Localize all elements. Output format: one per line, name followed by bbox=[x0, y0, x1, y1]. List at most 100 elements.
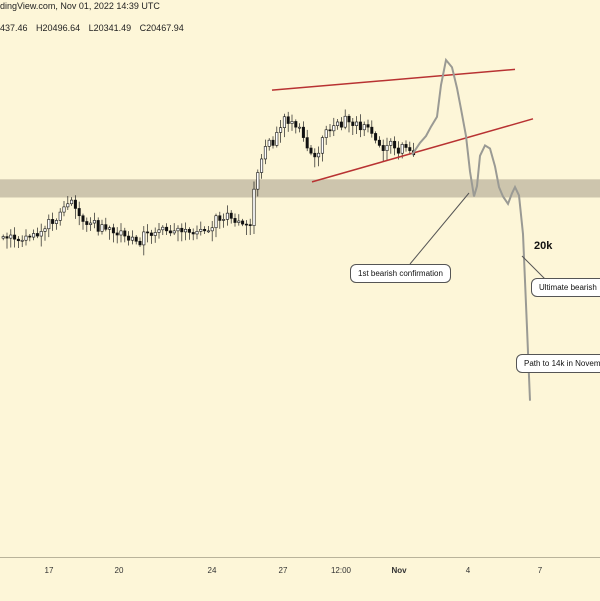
candle bbox=[62, 206, 66, 213]
candle bbox=[47, 219, 51, 230]
candle bbox=[134, 236, 138, 242]
candle bbox=[385, 145, 389, 151]
candle bbox=[313, 152, 317, 158]
candle bbox=[317, 152, 321, 158]
candle bbox=[58, 211, 62, 221]
chart-header: dingView.com, Nov 01, 2022 14:39 UTC 437… bbox=[0, 0, 600, 36]
x-tick-label: 24 bbox=[207, 566, 217, 575]
candle bbox=[237, 220, 241, 223]
candle bbox=[81, 215, 85, 222]
low-value: L20341.49 bbox=[88, 23, 132, 33]
candle bbox=[400, 144, 404, 154]
candle bbox=[256, 172, 260, 190]
candle bbox=[332, 125, 336, 132]
candle bbox=[275, 132, 279, 146]
candle bbox=[138, 240, 142, 246]
candle bbox=[123, 230, 127, 237]
wedge-upper-trendline[interactable] bbox=[271, 68, 516, 91]
candle bbox=[96, 220, 100, 232]
candle bbox=[347, 115, 351, 123]
candle bbox=[225, 212, 229, 220]
x-tick-label: 12:00 bbox=[330, 566, 352, 575]
candle bbox=[244, 223, 248, 226]
candle bbox=[130, 236, 134, 241]
candle bbox=[77, 208, 81, 217]
candle bbox=[146, 231, 150, 234]
candle bbox=[305, 137, 309, 149]
candle bbox=[290, 121, 294, 124]
candle bbox=[298, 126, 302, 129]
candle bbox=[206, 230, 210, 233]
callout-path-to-14k[interactable]: Path to 14k in Novem bbox=[516, 354, 600, 373]
candle bbox=[184, 228, 188, 233]
candle bbox=[149, 232, 153, 236]
candle bbox=[229, 212, 233, 219]
candle bbox=[377, 139, 381, 146]
candle bbox=[199, 228, 203, 232]
ohlc-readout: 437.46 H20496.64 L20341.49 C20467.94 bbox=[0, 22, 190, 34]
candle bbox=[210, 227, 214, 232]
wedge-lower-trendline[interactable] bbox=[311, 118, 534, 183]
candle bbox=[89, 222, 93, 225]
x-tick-label: 27 bbox=[278, 566, 288, 575]
open-value: 437.46 bbox=[0, 23, 28, 33]
candle bbox=[180, 227, 184, 233]
candle bbox=[286, 116, 290, 124]
candle bbox=[267, 139, 271, 147]
candle bbox=[222, 219, 226, 221]
candle bbox=[142, 231, 146, 246]
candle bbox=[404, 144, 408, 148]
candle bbox=[9, 234, 13, 239]
callout-ultimate-bearish[interactable]: Ultimate bearish bbox=[531, 278, 600, 297]
candle bbox=[73, 199, 77, 209]
candle bbox=[271, 139, 275, 146]
candle bbox=[374, 133, 378, 141]
candle bbox=[66, 203, 70, 208]
x-tick-label: 20 bbox=[114, 566, 124, 575]
candle bbox=[35, 233, 39, 237]
callout-pointer-2 bbox=[521, 255, 546, 280]
candle bbox=[294, 121, 298, 128]
candle bbox=[218, 215, 222, 221]
candle bbox=[233, 218, 237, 223]
candle bbox=[187, 228, 191, 233]
candle bbox=[172, 230, 176, 234]
candle bbox=[309, 147, 313, 154]
candle bbox=[343, 115, 347, 128]
candle bbox=[153, 232, 157, 236]
candle bbox=[39, 231, 43, 237]
candle bbox=[115, 232, 119, 236]
candle bbox=[43, 228, 47, 232]
candle bbox=[104, 224, 108, 230]
candle bbox=[260, 158, 264, 173]
candle bbox=[358, 121, 362, 131]
candle bbox=[279, 127, 283, 133]
candle bbox=[161, 226, 165, 231]
candle bbox=[157, 229, 161, 233]
candle bbox=[362, 124, 366, 131]
candles-group bbox=[1, 109, 416, 256]
x-axis: 17 20 24 27 12:00 Nov 4 7 bbox=[0, 557, 600, 601]
candle bbox=[324, 129, 328, 138]
candle bbox=[252, 188, 256, 226]
candle bbox=[301, 126, 305, 138]
candle bbox=[100, 224, 104, 232]
candle bbox=[282, 116, 286, 128]
candle bbox=[191, 232, 195, 235]
candle bbox=[370, 126, 374, 134]
candle bbox=[389, 140, 393, 146]
price-chart[interactable] bbox=[0, 0, 600, 557]
callout-1st-bearish-confirmation[interactable]: 1st bearish confirmation bbox=[350, 264, 451, 283]
candle bbox=[28, 235, 32, 238]
candle bbox=[351, 121, 355, 126]
candle bbox=[54, 220, 58, 224]
candle bbox=[92, 220, 96, 224]
high-value: H20496.64 bbox=[36, 23, 81, 33]
candle bbox=[381, 145, 385, 151]
close-value: C20467.94 bbox=[139, 23, 184, 33]
projection-path[interactable] bbox=[411, 57, 531, 401]
candle bbox=[408, 147, 412, 151]
candle bbox=[16, 238, 20, 242]
candle bbox=[119, 230, 123, 236]
